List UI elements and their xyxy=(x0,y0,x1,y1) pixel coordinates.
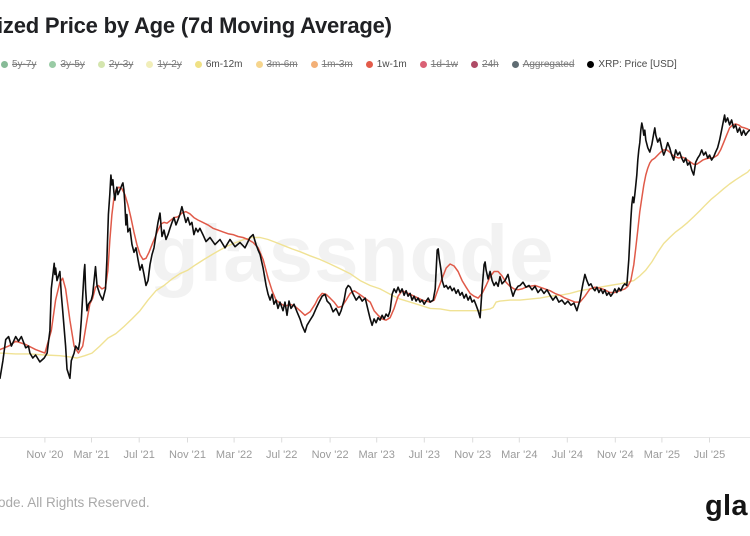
legend-color-dot-icon xyxy=(1,61,8,68)
x-tick-label: Jul '25 xyxy=(694,449,725,461)
legend-item-label: 3y-5y xyxy=(60,59,85,70)
legend-item-label: 5y-7y xyxy=(12,59,37,70)
x-tick-label: Nov '20 xyxy=(26,449,63,461)
glassnode-logo: gla xyxy=(705,490,748,522)
legend-item-label: 2y-3y xyxy=(108,59,134,70)
legend-item-label: XRP: Price [USD] xyxy=(598,59,677,70)
legend-item-1y-2y[interactable]: 1y-2y xyxy=(146,59,182,70)
x-tick-label: Mar '24 xyxy=(501,449,537,461)
legend-color-dot-icon xyxy=(471,61,479,68)
x-tick-label: Mar '25 xyxy=(644,449,680,461)
legend-item-label: Aggregated xyxy=(522,59,575,70)
legend-item-aggregated[interactable]: Aggregated xyxy=(511,59,575,70)
xrp-price-line xyxy=(0,114,750,380)
legend-item-label: 24h xyxy=(482,59,499,70)
legend-item-3y-5y[interactable]: 3y-5y xyxy=(49,59,85,70)
legend-item-2y-3y[interactable]: 2y-3y xyxy=(97,59,134,70)
x-tick-label: Jul '24 xyxy=(552,449,583,461)
x-tick-label: Mar '21 xyxy=(73,449,109,461)
legend-item-label: 3m-6m xyxy=(266,59,298,70)
x-tick-label: Nov '22 xyxy=(312,449,349,461)
footer-copyright: ode. All Rights Reserved. xyxy=(0,495,150,510)
legend-item-1m-3m[interactable]: 1m-3m xyxy=(310,59,353,70)
x-tick-label: Mar '22 xyxy=(216,449,252,461)
x-tick-label: Jul '21 xyxy=(123,449,154,461)
legend-item-label: 6m-12m xyxy=(205,59,243,70)
legend-item-label: 1m-3m xyxy=(321,59,353,70)
x-tick-label: Mar '23 xyxy=(359,449,395,461)
legend-item-xrp-price-usd[interactable]: XRP: Price [USD] xyxy=(587,59,677,70)
legend-color-dot-icon xyxy=(419,61,427,68)
legend-item-3m-6m[interactable]: 3m-6m xyxy=(255,59,298,70)
legend: 5y-7y 3y-5y 2y-3y 1y-2y 6m-12m 3m-6m 1m-… xyxy=(1,59,690,70)
legend-item-1d-1w[interactable]: 1d-1w xyxy=(419,59,459,70)
realized-price-6m-12m-line xyxy=(0,169,750,359)
page-title: ized Price by Age (7d Moving Average) xyxy=(0,13,392,38)
x-tick-label: Nov '21 xyxy=(169,449,206,461)
legend-item-6m-12m[interactable]: 6m-12m xyxy=(194,59,243,70)
x-tick-label: Jul '22 xyxy=(266,449,297,461)
legend-color-dot-icon xyxy=(365,61,373,68)
legend-color-dot-icon xyxy=(194,61,202,68)
realized-price-1w-1m-line xyxy=(0,123,750,354)
legend-item-5y-7y[interactable]: 5y-7y xyxy=(1,59,36,70)
legend-color-dot-icon xyxy=(146,61,154,68)
legend-item-label: 1y-2y xyxy=(157,59,182,70)
legend-item-24h[interactable]: 24h xyxy=(471,59,499,70)
legend-color-dot-icon xyxy=(587,61,595,68)
legend-color-dot-icon xyxy=(310,61,318,68)
legend-color-dot-icon xyxy=(49,61,57,68)
legend-item-label: 1d-1w xyxy=(430,59,459,70)
legend-color-dot-icon xyxy=(255,61,263,68)
legend-item-1w-1m[interactable]: 1w-1m xyxy=(365,59,407,70)
legend-item-label: 1w-1m xyxy=(376,59,407,70)
legend-color-dot-icon xyxy=(97,61,105,68)
x-tick-label: Nov '23 xyxy=(454,449,491,461)
x-tick-label: Nov '24 xyxy=(597,449,634,461)
x-tick-label: Jul '23 xyxy=(409,449,440,461)
legend-color-dot-icon xyxy=(511,61,519,68)
